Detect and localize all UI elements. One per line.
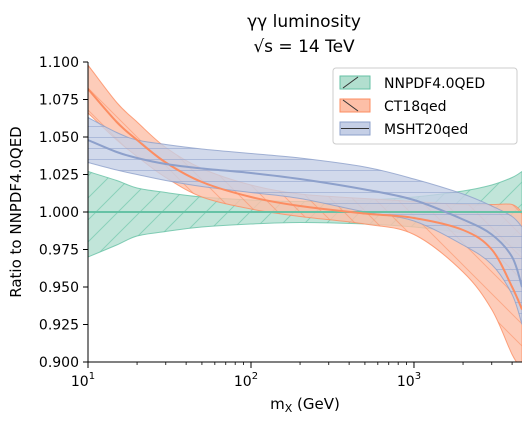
line-msht20qed — [88, 139, 522, 288]
x-axis-label-unit: (GeV) — [292, 395, 340, 413]
y-ticks: 0.900 0.925 0.950 0.975 1.000 1.025 1.050 1.075… — [39, 55, 88, 371]
legend-label-nnpdf4-0qed: NNPDF4.0QED — [384, 76, 485, 92]
chart-subtitle-sqrt-s: √s — [253, 37, 273, 57]
y-tick-label: 1.100 — [39, 55, 79, 71]
x-ticks: 101 102 103 — [71, 362, 513, 390]
x-tick-label: 101 — [71, 371, 95, 390]
y-tick-label: 1.050 — [39, 130, 79, 146]
legend-swatch-nnpdf4-0qed — [339, 75, 371, 90]
y-tick-label: 1.075 — [39, 93, 79, 109]
x-axis-label-var: m — [270, 395, 285, 413]
legend-swatch-ct18qed — [339, 98, 371, 113]
y-tick-label: 0.925 — [39, 318, 79, 334]
line-ct18qed — [88, 88, 522, 310]
x-axis-label: mX (GeV) — [270, 395, 340, 415]
y-tick-label: 0.900 — [39, 355, 79, 371]
band-hatch-msht20qed — [88, 116, 522, 325]
legend-frame — [332, 67, 518, 145]
y-tick-label: 0.975 — [39, 243, 79, 259]
y-axis-label: Ratio to NNPDF4.0QED — [7, 126, 25, 297]
legend-label-ct18qed: CT18qed — [384, 99, 447, 115]
x-tick-label: 102 — [234, 371, 258, 390]
x-tick-label: 103 — [397, 371, 421, 390]
y-tick-label: 1.025 — [39, 168, 79, 184]
chart-subtitle: √s = 14 TeV — [253, 37, 355, 57]
y-tick-label: 0.950 — [39, 280, 79, 296]
legend-hatch-ct18qed — [342, 99, 359, 112]
y-tick-label: 1.000 — [39, 205, 79, 221]
legend-label-msht20qed: MSHT20qed — [384, 122, 468, 138]
legend-hatch-nnpdf4-0qed — [342, 76, 359, 89]
legend: NNPDF4.0QED CT18qed MSHT20qed — [332, 67, 518, 145]
chart-title: γγ luminosity — [247, 12, 361, 32]
chart-subtitle-energy: = 14 TeV — [273, 37, 355, 57]
x-axis-label-sub: X — [285, 402, 293, 415]
bands — [88, 64, 522, 362]
